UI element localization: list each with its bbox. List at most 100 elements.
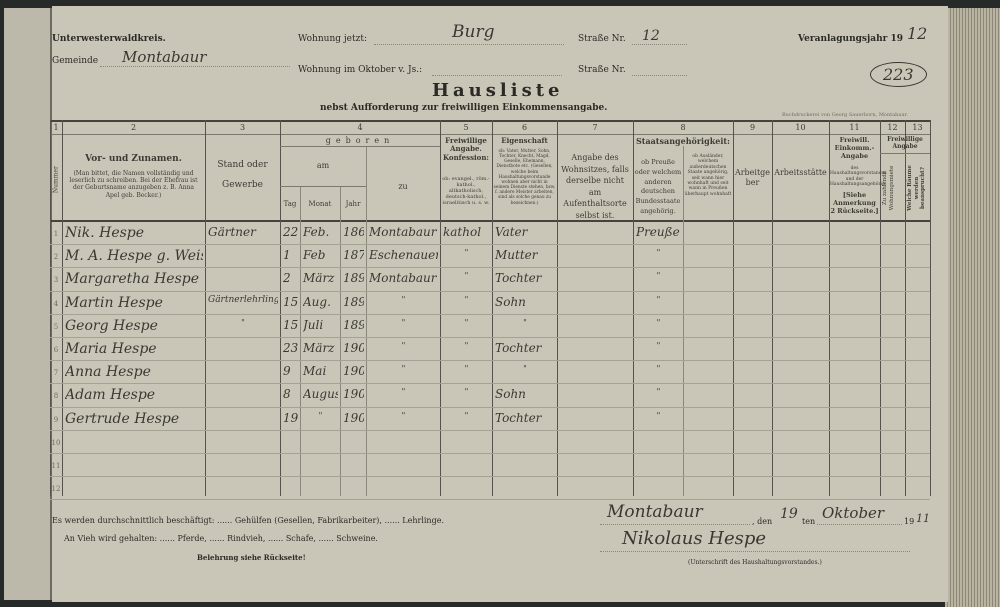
row-number: 12 [51,485,61,494]
row-konf: " [464,248,469,258]
col-arbeitgeber-header: Arbeitgeber [734,168,771,187]
col-eigenschaft-note: ob: Vater, Mutter, Sohn, Tochter, Knecht… [493,149,556,206]
row-number: 2 [53,253,59,262]
row-monat: März [303,341,335,355]
row-jahr: 1897 [343,317,364,332]
row-tag: 23 [283,341,298,355]
row-jahr: 1900 [343,341,364,355]
row-eig: Tochter [495,410,542,425]
employees-line: Es werden durchschnittlich beschäftigt: … [52,516,444,525]
wohnung-jetzt-label: Wohnung jetzt: [298,34,367,44]
day-value: 19 [780,506,798,522]
year-prefix: 19 [904,517,915,526]
col-am-header: am [316,161,330,170]
col-wohnsitz-header: Angabe des Wohnsitzes, falls derselbe ni… [561,153,629,220]
row-monat: Feb. [303,225,330,239]
row-jahr: 1905 [343,387,364,402]
row-konf: " [464,294,469,304]
column-number: 10 [795,123,806,132]
column-number: 4 [357,123,363,132]
row-monat: " [318,410,323,420]
row-stand: " [241,317,245,327]
column-number: 9 [749,123,756,132]
row-staat: " [656,248,661,258]
row-name: Martin Hespe [65,294,163,311]
year-value: 11 [916,512,930,525]
list-number: 223 [870,62,927,87]
row-number: 3 [53,276,59,285]
signature-label: (Unterschrift des Haushaltungsvorstandes… [688,559,822,566]
col-raeume-header: Welche Räume werden beansprucht? [907,165,927,211]
title: Hausliste [432,80,564,101]
row-name: Anna Hespe [65,364,151,381]
row-stand: Gärtner [208,225,256,239]
col-tag-header: Tag [283,200,297,208]
col-konfession-note: ob: evangel., röm.-kathol., altkatholisc… [442,176,490,206]
row-number: 6 [53,346,59,354]
col-miete-header: Zu zahlende Wohnungsmiete [882,165,895,211]
kreis-label: Unterwesterwaldkreis. [52,34,166,44]
row-monat: Feb [303,248,326,263]
household-table: 1 2 3 4 5 6 7 8 9 10 11 12 13 Nummer Vor- und Zunamen.… [50,6,948,602]
row-tag: 2 [283,271,291,286]
wohnung-jetzt-value: Burg [452,22,495,42]
row-jahr: 1895 [343,294,364,309]
row-konf: " [464,364,469,374]
row-stand: Gärtnerlehrling [208,294,278,305]
column-number: 3 [239,123,246,132]
row-number: 10 [51,438,61,447]
row-zu: " [401,364,406,374]
row-number: 8 [53,392,59,401]
row-konf: " [464,317,469,327]
row-number: 5 [53,322,59,331]
col-einkommen-header: Freiwill. Einkomm.-Angabe [834,136,875,160]
row-konf: " [464,271,469,281]
row-eig: Vater [495,225,528,239]
veranlagungsjahr-label: Veranlagungsjahr 19 [798,34,904,44]
col-auslaender-header: ob Ausländer, welchem außerdeutschen Sta… [684,154,732,197]
row-jahr: 1902 [343,364,364,379]
column-number: 1 [53,123,59,132]
strasse-nr-value: 12 [642,28,660,44]
row-jahr: 1870 [343,248,364,263]
page-edges [945,8,1000,607]
row-monat: Aug. [303,294,331,309]
row-konf: " [464,387,469,397]
row-name: Maria Hespe [65,341,157,357]
row-number: 4 [53,299,59,308]
row-monat: Juli [303,317,324,332]
row-jahr: 1865 [343,225,364,239]
column-number: 6 [521,123,528,132]
row-tag: 22 [283,225,298,239]
row-zu: " [401,410,406,420]
row-number: 9 [53,415,59,424]
row-tag: 1 [283,248,291,263]
row-eig: Tochter [495,341,542,355]
col-nummer-header: Nummer [52,166,60,194]
row-staat: " [656,364,661,374]
row-konf: " [464,341,469,350]
row-tag: 8 [283,387,291,402]
instruction-note: Belehrung siehe Rückseite! [197,553,306,562]
printer-note: Buchdruckerei von Georg Sauerborn, Monta… [782,112,908,118]
month-value: Oktober [822,504,885,522]
subtitle: nebst Aufforderung zur freiwilligen Eink… [320,103,608,113]
row-staat: " [656,294,661,304]
row-eig: Sohn [495,294,526,309]
row-name: Gertrude Hespe [65,410,180,427]
row-name: Margaretha Hespe [65,271,200,288]
col-einkommen-ref: [Siehe Anmerkung 2 Rückseite.] [830,191,879,215]
row-monat: August [303,387,338,402]
column-number: 5 [463,123,469,132]
ten-label: ten [802,517,816,526]
row-eig: Sohn [495,387,526,402]
hausliste-form: Unterwesterwaldkreis. Gemeinde Montabaur… [50,6,948,602]
row-zu: Montabaur [369,225,437,239]
row-eig: Mutter [495,248,538,263]
col-preusse-header: ob Preuße oder welchem anderen deutschen… [634,158,682,215]
row-eig: " [523,317,527,327]
place-value: Montabaur [607,502,703,522]
col-monat-header: Monat [308,200,332,208]
row-jahr: 1893 [343,271,364,286]
row-konf: " [464,410,469,420]
